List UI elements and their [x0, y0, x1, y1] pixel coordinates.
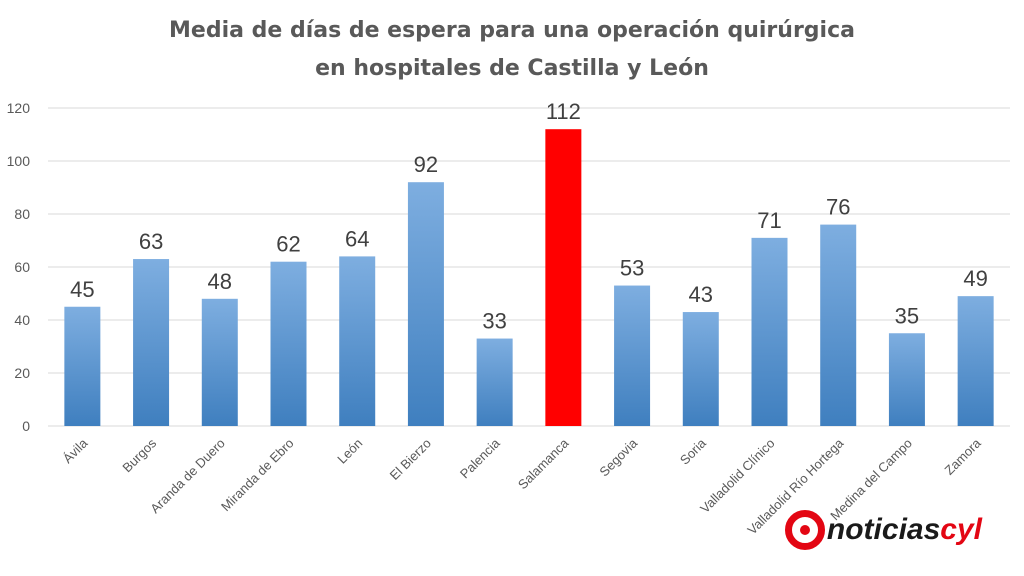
bar	[339, 256, 376, 426]
data-label: 35	[895, 303, 919, 328]
data-label: 49	[963, 266, 987, 291]
logo-text-prefix: noticias	[826, 513, 941, 546]
x-tick-label: Soria	[677, 435, 710, 468]
bar	[270, 261, 307, 426]
bar	[682, 312, 719, 426]
data-label: 64	[345, 226, 369, 251]
bar	[545, 129, 582, 426]
y-tick-label: 100	[7, 153, 31, 169]
x-tick-label: Aranda de Duero	[147, 436, 228, 517]
x-tick-label: Segovia	[596, 435, 640, 479]
x-tick-label: El Bierzo	[387, 436, 434, 483]
bar	[201, 298, 238, 426]
data-label: 92	[414, 152, 438, 177]
x-tick-label: Salamanca	[515, 435, 572, 492]
data-label: 62	[276, 232, 300, 257]
bar	[888, 333, 925, 426]
noticiascyl-logo: noticias cyl	[784, 510, 982, 550]
y-tick-label: 80	[14, 206, 30, 222]
bar	[614, 285, 651, 426]
bar	[476, 338, 513, 426]
x-tick-label: Miranda de Ebro	[218, 436, 297, 515]
bar	[407, 182, 444, 426]
data-label: 112	[546, 99, 581, 124]
bar	[64, 306, 101, 426]
x-tick-label: Valladolid Clínico	[697, 436, 777, 516]
data-label: 48	[208, 269, 232, 294]
bar	[751, 237, 788, 426]
x-tick-label: León	[334, 436, 365, 467]
y-tick-label: 20	[14, 365, 30, 381]
logo-ring-icon	[784, 510, 825, 550]
y-tick-label: 120	[7, 100, 31, 116]
data-label: 45	[70, 277, 94, 302]
data-label: 63	[139, 229, 163, 254]
logo-text-suffix: cyl	[940, 513, 982, 546]
chart-title: Media de días de espera para una operaci…	[0, 12, 1024, 88]
y-tick-label: 40	[14, 312, 30, 328]
x-tick-label: Palencia	[457, 435, 503, 481]
data-label: 33	[482, 309, 506, 334]
y-tick-label: 60	[14, 259, 30, 275]
bar	[820, 224, 857, 426]
chart-title-line-1: Media de días de espera para una operaci…	[169, 18, 855, 43]
data-label: 43	[689, 282, 713, 307]
chart-title-line-2: en hospitales de Castilla y León	[315, 56, 709, 81]
data-label: 53	[620, 256, 644, 281]
x-tick-label: Ávila	[60, 435, 91, 466]
y-tick-label: 0	[22, 418, 30, 434]
x-tick-label: Zamora	[941, 435, 984, 478]
bar	[957, 296, 994, 426]
data-label: 76	[826, 195, 850, 220]
x-tick-label: Burgos	[119, 435, 159, 475]
bar	[133, 259, 170, 426]
data-label: 71	[757, 208, 781, 233]
